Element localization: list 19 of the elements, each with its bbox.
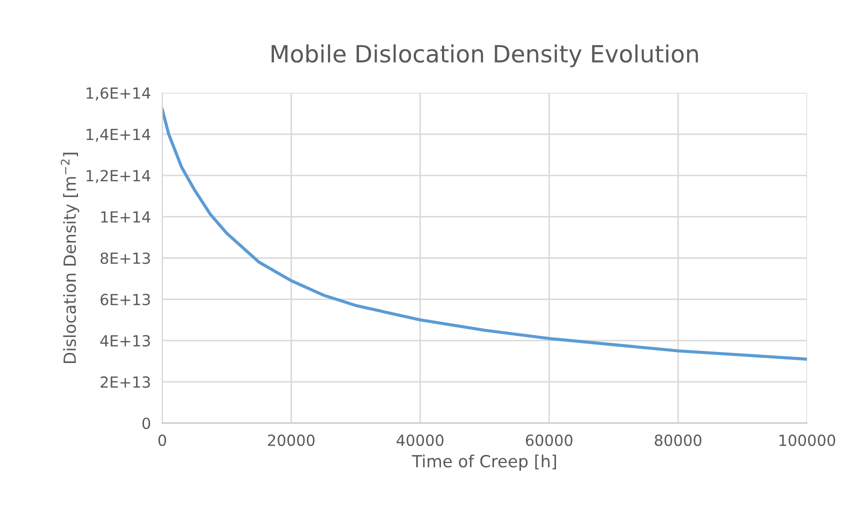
y-axis-title: Dislocation Density [m$^{−2}$]: [60, 152, 80, 364]
line-series: [162, 108, 808, 361]
x-tick-label: 60000: [526, 434, 572, 446]
y-tick-label: 1,4E+14: [86, 128, 150, 142]
x-tick-label: 80000: [654, 434, 702, 446]
x-tick-label: 0: [158, 434, 166, 446]
y-tick-label: 4E+13: [100, 335, 150, 347]
x-tick-label: 100000: [780, 434, 836, 446]
y-tick-label: 8E+13: [100, 252, 150, 264]
y-tick-label: 1,2E+14: [86, 170, 150, 184]
x-tick-label: 20000: [268, 434, 314, 446]
x-tick-label: 40000: [396, 434, 444, 446]
y-tick-label: 1,6E+14: [86, 87, 150, 100]
y-tick-label: 0: [142, 418, 150, 430]
y-tick-label: 2E+13: [100, 376, 150, 388]
y-tick-label: 6E+13: [100, 294, 150, 306]
chart-title: Mobile Dislocation Density Evolution: [272, 44, 698, 68]
x-axis-title: Time of Creep [h]: [412, 454, 556, 471]
y-tick-label: 1E+14: [101, 211, 150, 223]
